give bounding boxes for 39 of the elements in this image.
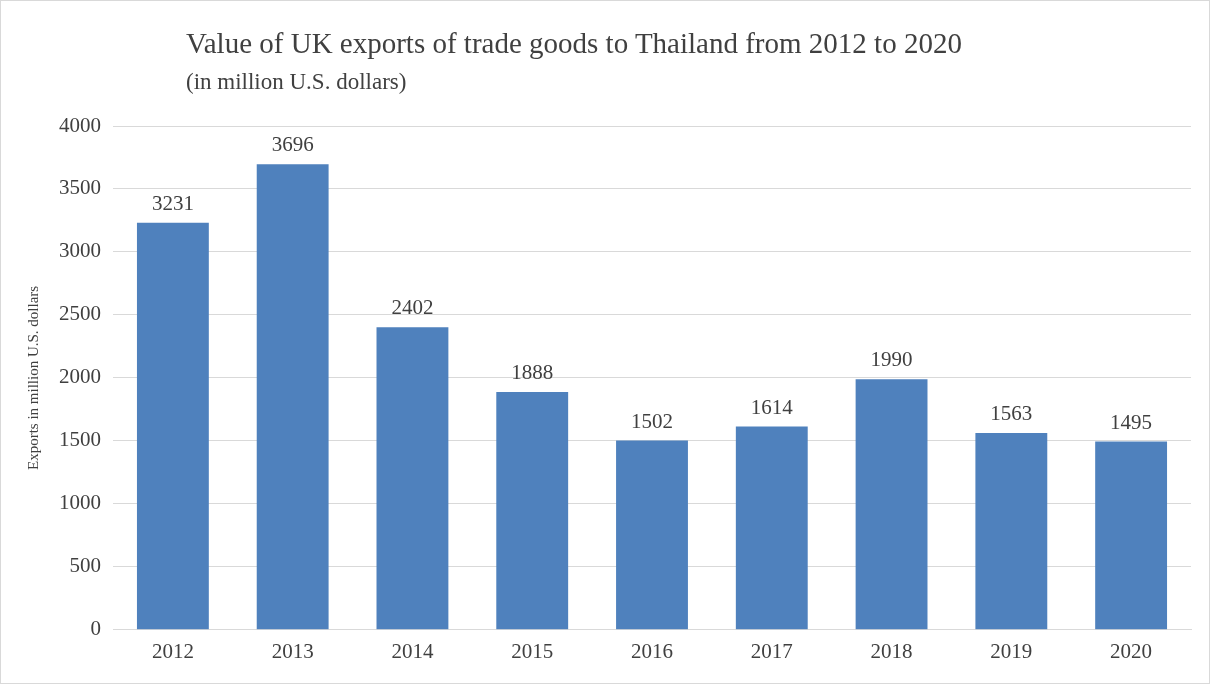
x-tick-label: 2018 (870, 638, 913, 663)
chart-subtitle: (in million U.S. dollars) (186, 69, 407, 95)
data-label: 1495 (1110, 409, 1153, 434)
data-label: 1888 (511, 360, 554, 385)
y-tick-label: 4000 (59, 112, 101, 137)
chart-title: Value of UK exports of trade goods to Thailand from 2012 to 2020 (186, 27, 962, 60)
bar (855, 379, 928, 630)
bar (496, 392, 569, 630)
y-tick-label: 2000 (59, 364, 101, 389)
bar (256, 164, 329, 630)
x-tick-label: 2015 (511, 638, 554, 663)
x-tick-label: 2014 (391, 638, 434, 663)
x-tick-label: 2012 (151, 638, 194, 663)
y-tick-label: 3000 (59, 238, 101, 263)
data-label: 3696 (271, 132, 314, 157)
bar (616, 440, 688, 630)
bar (1095, 441, 1168, 630)
x-tick-label: 2019 (990, 638, 1033, 663)
bar (975, 432, 1048, 630)
y-tick-label: 1000 (59, 490, 101, 515)
x-tick-label: 2020 (1110, 638, 1153, 663)
y-tick-label: 500 (69, 553, 101, 578)
x-tick-label: 2017 (750, 638, 793, 663)
data-label: 1502 (631, 408, 673, 433)
y-tick-label: 2500 (59, 301, 101, 326)
y-axis-title: Exports in million U.S. dollars (24, 285, 41, 470)
data-label: 1614 (750, 394, 794, 419)
y-tick-label: 1500 (59, 427, 101, 452)
data-label: 1563 (990, 400, 1033, 425)
bar (735, 426, 808, 630)
y-tick-label: 0 (90, 616, 101, 641)
data-label: 3231 (151, 190, 194, 215)
bar (376, 327, 449, 630)
y-tick-label: 3500 (59, 175, 101, 200)
data-label: 1990 (870, 347, 913, 372)
bar (136, 222, 209, 630)
x-tick-label: 2013 (271, 638, 314, 663)
data-label: 2402 (391, 295, 434, 320)
x-tick-label: 2016 (631, 638, 673, 663)
